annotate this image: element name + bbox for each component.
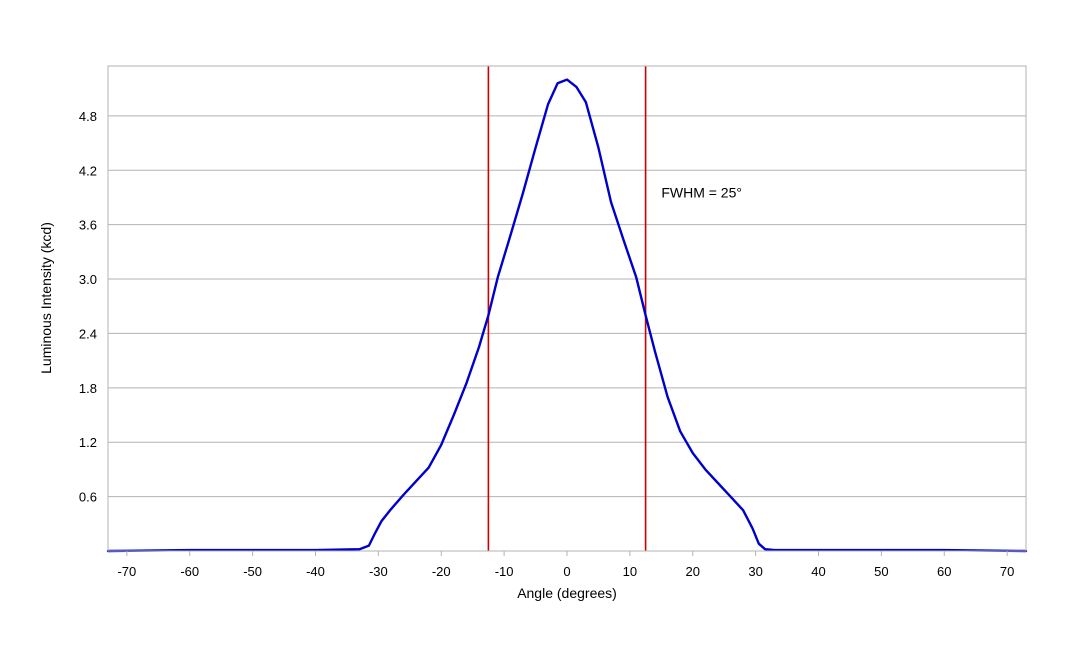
y-tick-label: 3.6 — [79, 218, 97, 233]
x-tick-label: 0 — [563, 564, 570, 579]
x-tick-label: -40 — [306, 564, 325, 579]
x-tick-label: -50 — [243, 564, 262, 579]
y-tick-label: 0.6 — [79, 490, 97, 505]
x-tick-label: -10 — [495, 564, 514, 579]
x-tick-label: 20 — [686, 564, 700, 579]
x-tick-label: 40 — [811, 564, 825, 579]
y-tick-label: 3.0 — [79, 272, 97, 287]
x-tick-label: 70 — [1000, 564, 1014, 579]
y-tick-label: 2.4 — [79, 326, 97, 341]
x-tick-label: 50 — [874, 564, 888, 579]
series-layer — [106, 78, 1028, 553]
x-tick-label: -20 — [432, 564, 451, 579]
x-tick-label: 60 — [937, 564, 951, 579]
y-ticks: 0.6 1.2 1.8 2.4 3.0 3.6 4.2 4.8 — [79, 109, 97, 505]
y-tick-label: 4.8 — [79, 109, 97, 124]
x-tick-label: -70 — [117, 564, 136, 579]
grid-lines — [108, 115, 1026, 498]
x-tick-label: -60 — [180, 564, 199, 579]
y-tick-label: 1.8 — [79, 381, 97, 396]
intensity-curve — [106, 78, 1028, 553]
x-tick-label: 10 — [623, 564, 637, 579]
annotation-fwhm: FWHM = 25° — [661, 184, 742, 200]
x-axis-label: Angle (degrees) — [517, 585, 617, 601]
y-tick-label: 4.2 — [79, 163, 97, 178]
fwhm-markers — [487, 66, 647, 551]
x-tick-label: -30 — [369, 564, 388, 579]
y-tick-label: 1.2 — [79, 435, 97, 450]
plot-background — [108, 66, 1026, 551]
y-axis-label: Luminous Intensity (kcd) — [38, 222, 54, 374]
x-tick-label: 30 — [748, 564, 762, 579]
x-ticks: -70 -60 -50 -40 -30 -20 -10 0 10 20 30 40 50 60 70 — [117, 551, 1014, 579]
